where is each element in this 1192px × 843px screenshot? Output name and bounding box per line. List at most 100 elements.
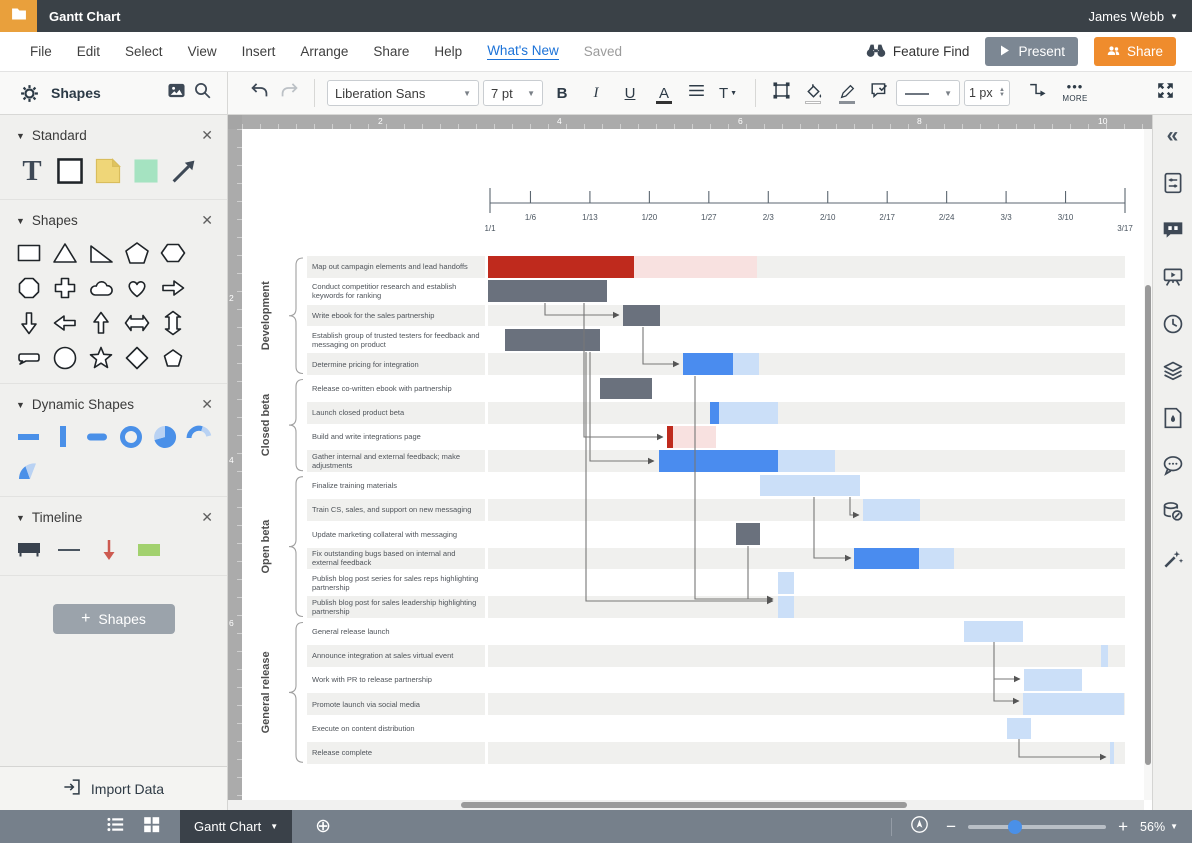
task-bar-blue_light[interactable] bbox=[719, 401, 778, 424]
shape-diamond[interactable] bbox=[124, 345, 150, 371]
task-label[interactable]: Establish group of trusted testers for f… bbox=[307, 329, 485, 351]
text-options-button[interactable]: T ▼ bbox=[718, 84, 738, 102]
rightbar-document-options[interactable] bbox=[1160, 170, 1186, 196]
rightbar-data-link[interactable] bbox=[1160, 499, 1186, 525]
shape-arrow-down[interactable] bbox=[16, 310, 42, 336]
task-label[interactable]: Promote launch via social media bbox=[307, 693, 485, 716]
present-button[interactable]: Present bbox=[985, 37, 1078, 66]
task-bar-blue_light[interactable] bbox=[963, 620, 1024, 643]
shape-dyn-hbar[interactable] bbox=[16, 424, 42, 450]
task-label[interactable]: Launch closed product beta bbox=[307, 401, 485, 424]
shape-pentagon[interactable] bbox=[124, 240, 150, 266]
close-icon[interactable]: ✕ bbox=[201, 396, 213, 412]
task-bar-red[interactable] bbox=[488, 256, 635, 278]
task-bar-blue_light[interactable] bbox=[1101, 644, 1108, 667]
zoom-level-select[interactable]: 56% ▼ bbox=[1140, 820, 1178, 834]
task-bar-blue_light[interactable] bbox=[1023, 669, 1082, 691]
shape-heart[interactable] bbox=[124, 275, 150, 301]
line-style-select[interactable]: ▼ bbox=[896, 80, 960, 106]
task-bar-blue[interactable] bbox=[683, 353, 734, 375]
shape-dyn-pie[interactable] bbox=[152, 424, 178, 450]
add-page-button[interactable]: ⊕ bbox=[315, 816, 332, 837]
more-tools-button[interactable]: ••• MORE bbox=[1054, 76, 1096, 110]
task-label[interactable]: Release co-written ebook with partnershi… bbox=[307, 378, 485, 400]
close-icon[interactable]: ✕ bbox=[201, 509, 213, 525]
redo-button[interactable] bbox=[276, 80, 302, 106]
task-bar-blue[interactable] bbox=[658, 450, 778, 473]
home-button[interactable] bbox=[0, 0, 37, 32]
task-bar-blue_light[interactable] bbox=[1023, 693, 1125, 716]
shape-right-triangle[interactable] bbox=[88, 240, 114, 266]
task-label[interactable]: General release launch bbox=[307, 621, 485, 643]
page-grid-button[interactable] bbox=[136, 814, 166, 840]
task-bar-blue[interactable] bbox=[854, 547, 920, 570]
task-bar-blue_light[interactable] bbox=[777, 571, 794, 594]
rightbar-layers[interactable] bbox=[1160, 358, 1186, 384]
text-color-button[interactable]: A bbox=[649, 79, 679, 107]
horizontal-scrollbar-thumb[interactable] bbox=[461, 802, 907, 808]
align-button[interactable] bbox=[683, 80, 709, 106]
task-bar-blue_light[interactable] bbox=[862, 499, 921, 521]
shape-dyn-arc[interactable] bbox=[186, 424, 212, 450]
shape-octagon[interactable] bbox=[16, 275, 42, 301]
insert-image-button[interactable] bbox=[163, 80, 189, 106]
shape-polygon[interactable] bbox=[160, 345, 186, 371]
menu-edit[interactable]: Edit bbox=[76, 44, 101, 59]
shape-style-button[interactable] bbox=[768, 80, 794, 106]
task-label[interactable]: Update marketing collateral with messagi… bbox=[307, 523, 485, 545]
task-label[interactable]: Train CS, sales, and support on new mess… bbox=[307, 499, 485, 521]
task-bar-blue_light[interactable] bbox=[777, 450, 836, 473]
shape-search-button[interactable] bbox=[189, 80, 215, 106]
shape-line-arrow[interactable] bbox=[168, 155, 200, 187]
connector-type-button[interactable] bbox=[1024, 80, 1050, 106]
underline-button[interactable]: U bbox=[624, 84, 636, 102]
task-label[interactable]: Fix outstanding bugs based on internal a… bbox=[307, 547, 485, 570]
close-icon[interactable]: ✕ bbox=[201, 212, 213, 228]
shape-triangle[interactable] bbox=[52, 240, 78, 266]
shape-text[interactable]: T bbox=[16, 155, 48, 187]
menu-insert[interactable]: Insert bbox=[241, 44, 276, 59]
task-bar-blue_light[interactable] bbox=[1109, 742, 1114, 764]
task-bar-blue_light[interactable] bbox=[919, 547, 955, 570]
fullscreen-button[interactable] bbox=[1152, 80, 1178, 106]
task-bar-gray[interactable] bbox=[736, 523, 760, 546]
task-bar-blue[interactable] bbox=[709, 401, 719, 424]
shape-green-square[interactable] bbox=[130, 155, 162, 187]
shape-timeline-line[interactable] bbox=[56, 537, 82, 563]
shape-timeline-bar[interactable] bbox=[16, 537, 42, 563]
rightbar-collapse[interactable]: « bbox=[1160, 123, 1186, 149]
shape-dyn-fan[interactable] bbox=[16, 458, 42, 484]
rightbar-slides[interactable] bbox=[1160, 264, 1186, 290]
rightbar-branding[interactable] bbox=[1160, 405, 1186, 431]
shape-dyn-donut[interactable] bbox=[118, 424, 144, 450]
shape-arrow-up[interactable] bbox=[88, 310, 114, 336]
user-menu[interactable]: James Webb ▼ bbox=[1088, 9, 1178, 24]
task-label[interactable]: Announce integration at sales virtual ev… bbox=[307, 644, 485, 667]
section-header[interactable]: ▼ Standard ✕ bbox=[16, 127, 213, 144]
task-label[interactable]: Publish blog post series for sales reps … bbox=[307, 572, 485, 594]
task-label[interactable]: Conduct competitior research and establi… bbox=[307, 280, 485, 302]
shape-arrow-left[interactable] bbox=[52, 310, 78, 336]
section-header[interactable]: ▼ Shapes ✕ bbox=[16, 212, 213, 229]
add-shapes-button[interactable]: + Shapes bbox=[52, 604, 175, 634]
task-bar-gray[interactable] bbox=[600, 377, 652, 400]
rightbar-history[interactable] bbox=[1160, 311, 1186, 337]
shape-arrow-right[interactable] bbox=[160, 275, 186, 301]
vertical-scrollbar-thumb[interactable] bbox=[1145, 285, 1151, 765]
bold-button[interactable]: B bbox=[556, 84, 568, 102]
close-icon[interactable]: ✕ bbox=[201, 127, 213, 143]
document-page[interactable]: Map out campagin elements and lead hando… bbox=[242, 129, 1144, 800]
shapes-panel-toggle[interactable]: Shapes bbox=[16, 80, 101, 106]
task-bar-red_light[interactable] bbox=[634, 256, 758, 278]
zoom-slider-thumb[interactable] bbox=[1008, 819, 1023, 834]
page-list-button[interactable] bbox=[100, 814, 130, 840]
zoom-out-button[interactable]: − bbox=[946, 816, 957, 836]
shape-arrow-leftright[interactable] bbox=[124, 310, 150, 336]
menu-view[interactable]: View bbox=[187, 44, 217, 59]
vertical-scrollbar[interactable] bbox=[1144, 129, 1152, 800]
task-label[interactable]: Publish blog post for sales leadership h… bbox=[307, 596, 485, 618]
shape-interval-block[interactable] bbox=[136, 537, 162, 563]
menu-arrange[interactable]: Arrange bbox=[300, 44, 349, 59]
section-header[interactable]: ▼ Dynamic Shapes ✕ bbox=[16, 396, 213, 413]
shape-star[interactable] bbox=[88, 345, 114, 371]
